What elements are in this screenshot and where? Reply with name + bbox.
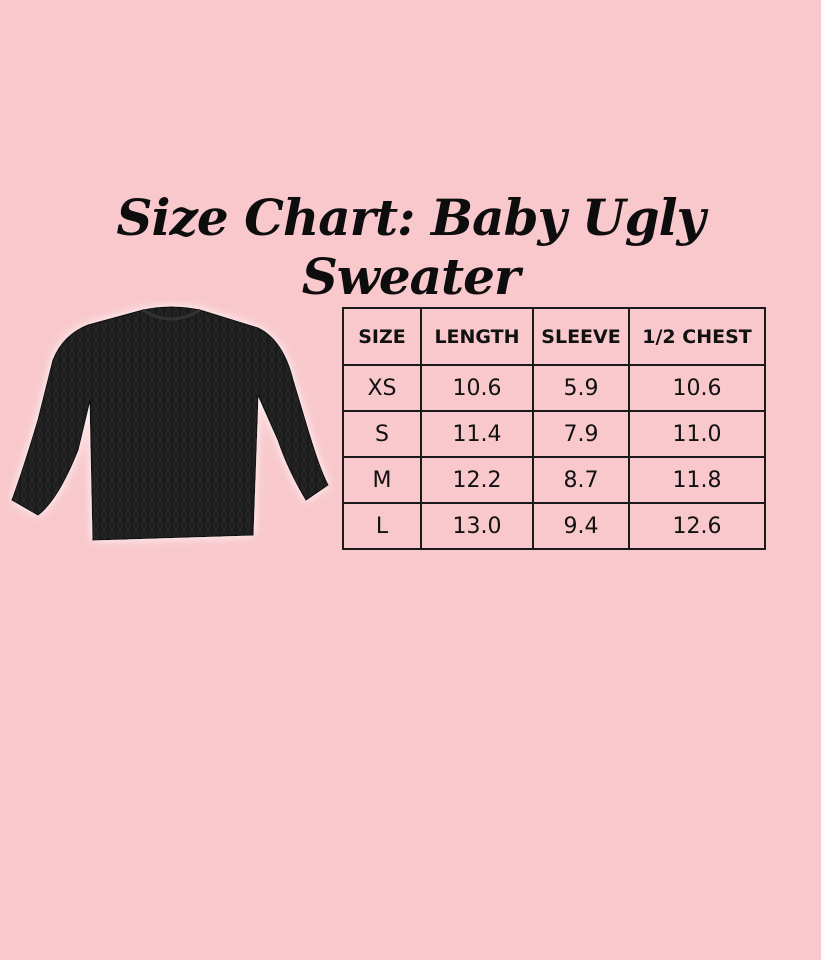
cell-length: 13.0 (420, 502, 534, 550)
cell-half-chest: 11.8 (628, 456, 766, 504)
cell-size: L (342, 502, 422, 550)
table-header-row: SIZE LENGTH SLEEVE 1/2 CHEST (342, 307, 766, 366)
header-size: SIZE (342, 307, 422, 366)
cell-sleeve: 5.9 (532, 364, 630, 412)
cell-size: S (342, 410, 422, 458)
table-row: L 13.0 9.4 12.6 (342, 502, 766, 550)
header-length: LENGTH (420, 307, 534, 366)
size-table: SIZE LENGTH SLEEVE 1/2 CHEST XS 10.6 5.9… (342, 307, 766, 550)
cell-length: 12.2 (420, 456, 534, 504)
page-title: Size Chart: Baby Ugly Sweater (116, 188, 705, 306)
sweater-image (11, 306, 329, 541)
header-half-chest: 1/2 CHEST (628, 307, 766, 366)
header-sleeve: SLEEVE (532, 307, 630, 366)
cell-half-chest: 12.6 (628, 502, 766, 550)
cell-half-chest: 10.6 (628, 364, 766, 412)
cell-length: 11.4 (420, 410, 534, 458)
cell-size: XS (342, 364, 422, 412)
table-row: XS 10.6 5.9 10.6 (342, 364, 766, 412)
cell-length: 10.6 (420, 364, 534, 412)
cell-size: M (342, 456, 422, 504)
table-row: S 11.4 7.9 11.0 (342, 410, 766, 458)
cell-sleeve: 8.7 (532, 456, 630, 504)
table-row: M 12.2 8.7 11.8 (342, 456, 766, 504)
cell-half-chest: 11.0 (628, 410, 766, 458)
cell-sleeve: 7.9 (532, 410, 630, 458)
cell-sleeve: 9.4 (532, 502, 630, 550)
